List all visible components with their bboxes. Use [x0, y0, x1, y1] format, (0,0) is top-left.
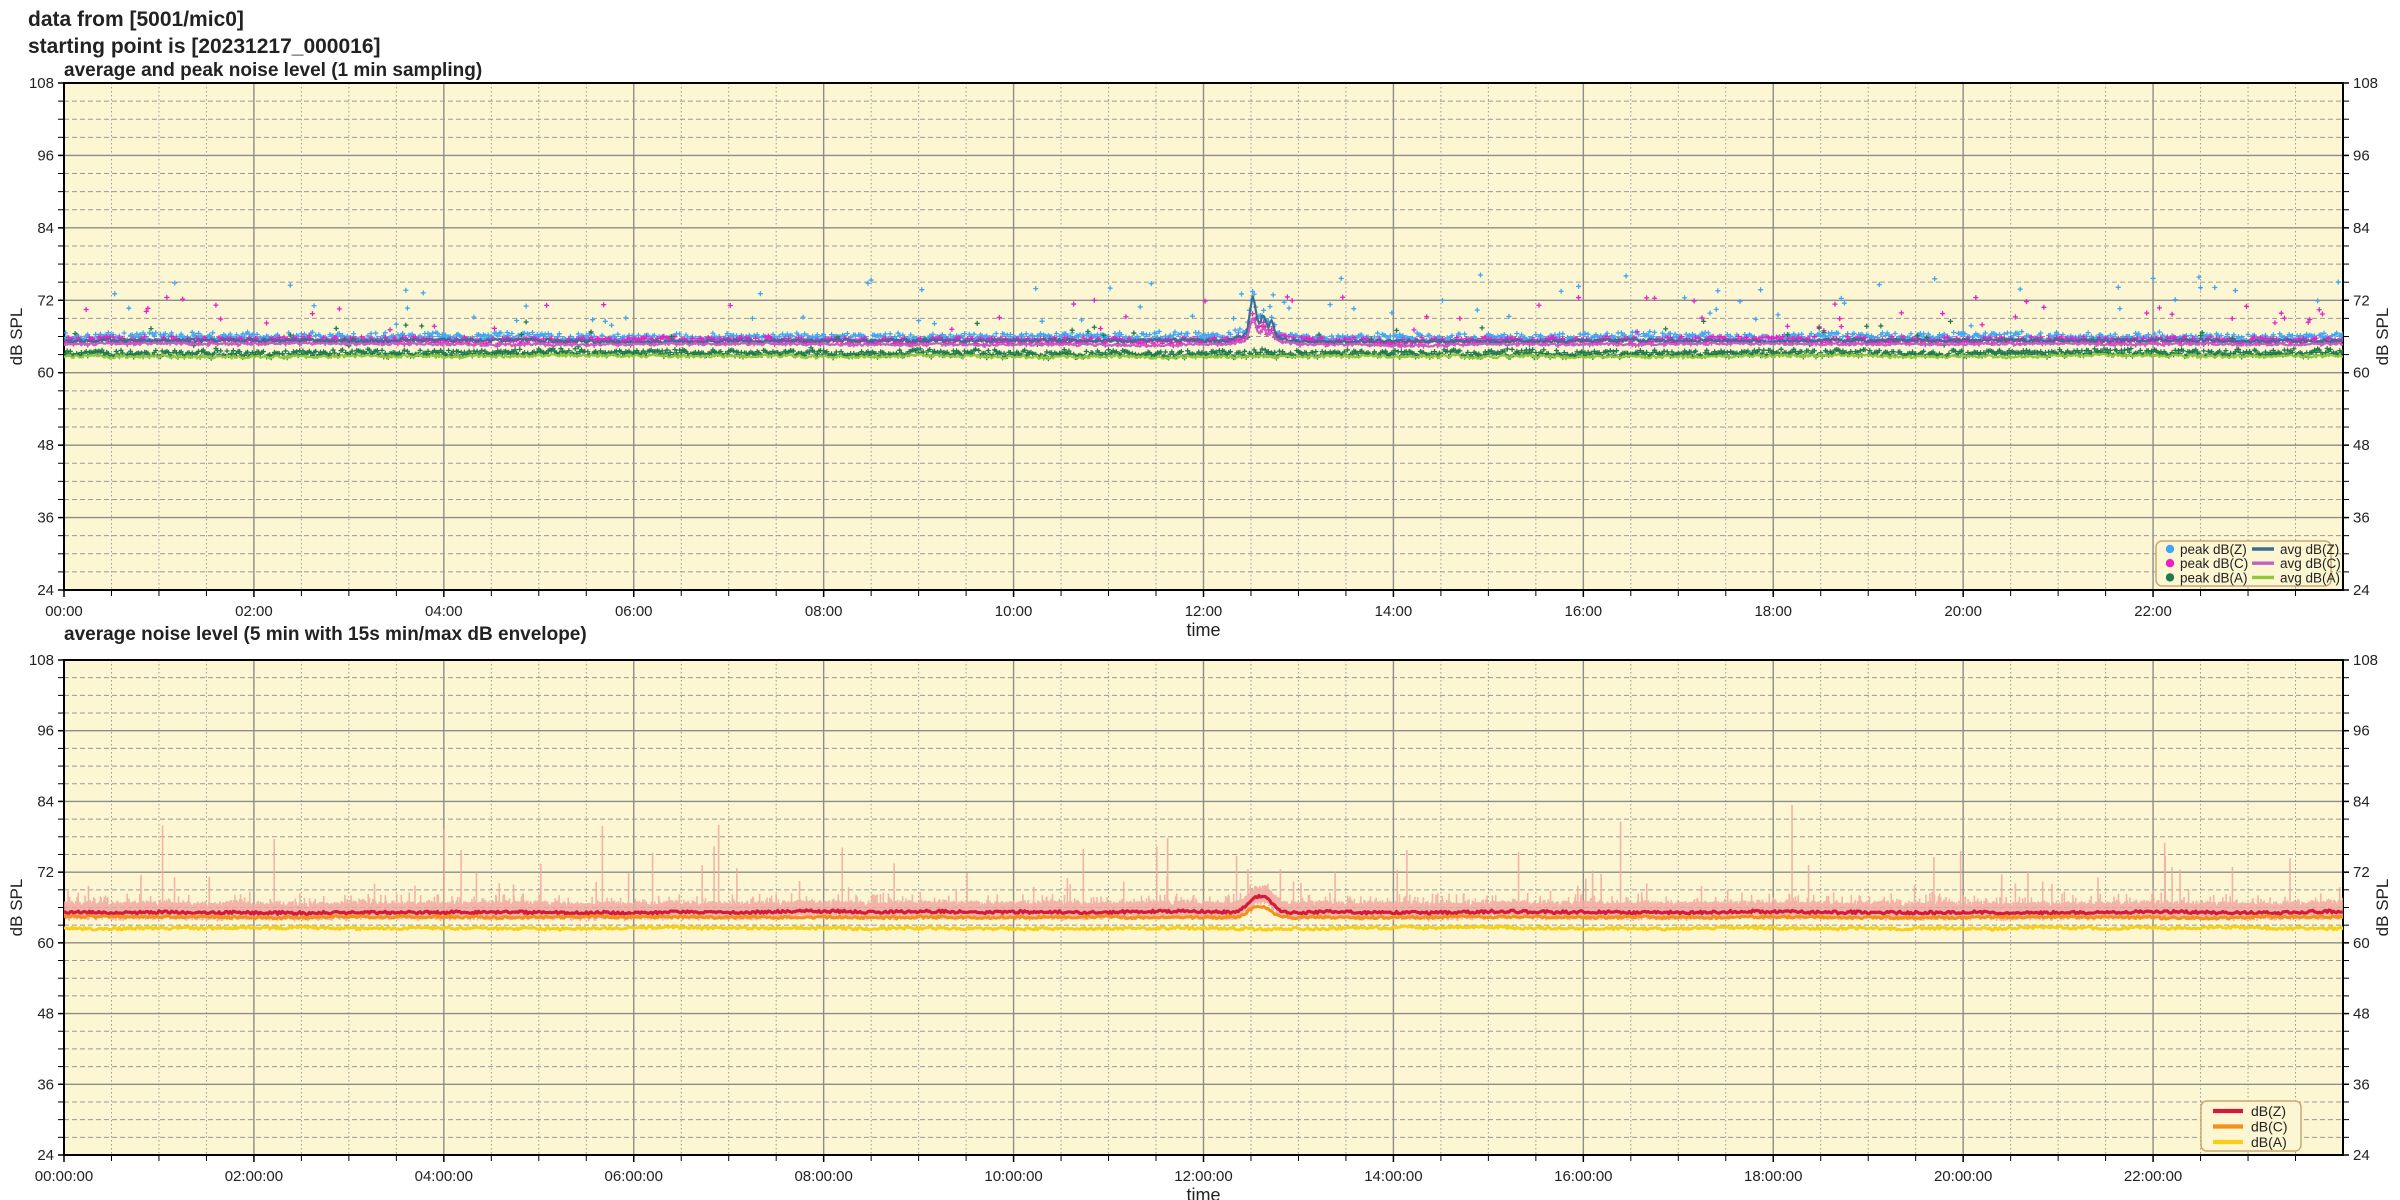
svg-text:dB(A): dB(A)	[2251, 1134, 2287, 1150]
svg-text:20:00:00: 20:00:00	[1934, 1168, 1992, 1185]
svg-text:04:00:00: 04:00:00	[415, 1168, 473, 1185]
svg-text:time: time	[1186, 1185, 1220, 1200]
svg-text:24: 24	[37, 1147, 54, 1164]
svg-text:72: 72	[2353, 864, 2370, 881]
svg-text:48: 48	[37, 1006, 54, 1023]
svg-text:84: 84	[37, 793, 54, 810]
svg-text:108: 108	[29, 652, 54, 669]
svg-text:dB(Z): dB(Z)	[2251, 1103, 2286, 1119]
svg-text:18:00:00: 18:00:00	[1744, 1168, 1802, 1185]
svg-text:dB SPL: dB SPL	[7, 879, 26, 937]
svg-text:36: 36	[37, 1076, 54, 1093]
svg-text:14:00:00: 14:00:00	[1364, 1168, 1422, 1185]
svg-text:dB(C): dB(C)	[2251, 1119, 2288, 1135]
svg-text:22:00:00: 22:00:00	[2124, 1168, 2182, 1185]
svg-text:02:00:00: 02:00:00	[225, 1168, 283, 1185]
svg-text:96: 96	[37, 723, 54, 740]
svg-text:06:00:00: 06:00:00	[605, 1168, 663, 1185]
svg-text:60: 60	[37, 935, 54, 952]
svg-text:108: 108	[2353, 652, 2378, 669]
svg-text:60: 60	[2353, 935, 2370, 952]
svg-text:84: 84	[2353, 793, 2370, 810]
svg-text:72: 72	[37, 864, 54, 881]
svg-text:dB SPL: dB SPL	[2373, 879, 2392, 937]
svg-text:08:00:00: 08:00:00	[794, 1168, 852, 1185]
svg-text:10:00:00: 10:00:00	[984, 1168, 1042, 1185]
svg-text:12:00:00: 12:00:00	[1174, 1168, 1232, 1185]
svg-text:24: 24	[2353, 1147, 2370, 1164]
svg-text:48: 48	[2353, 1006, 2370, 1023]
svg-text:36: 36	[2353, 1076, 2370, 1093]
svg-text:00:00:00: 00:00:00	[35, 1168, 93, 1185]
svg-text:16:00:00: 16:00:00	[1554, 1168, 1612, 1185]
svg-text:96: 96	[2353, 723, 2370, 740]
